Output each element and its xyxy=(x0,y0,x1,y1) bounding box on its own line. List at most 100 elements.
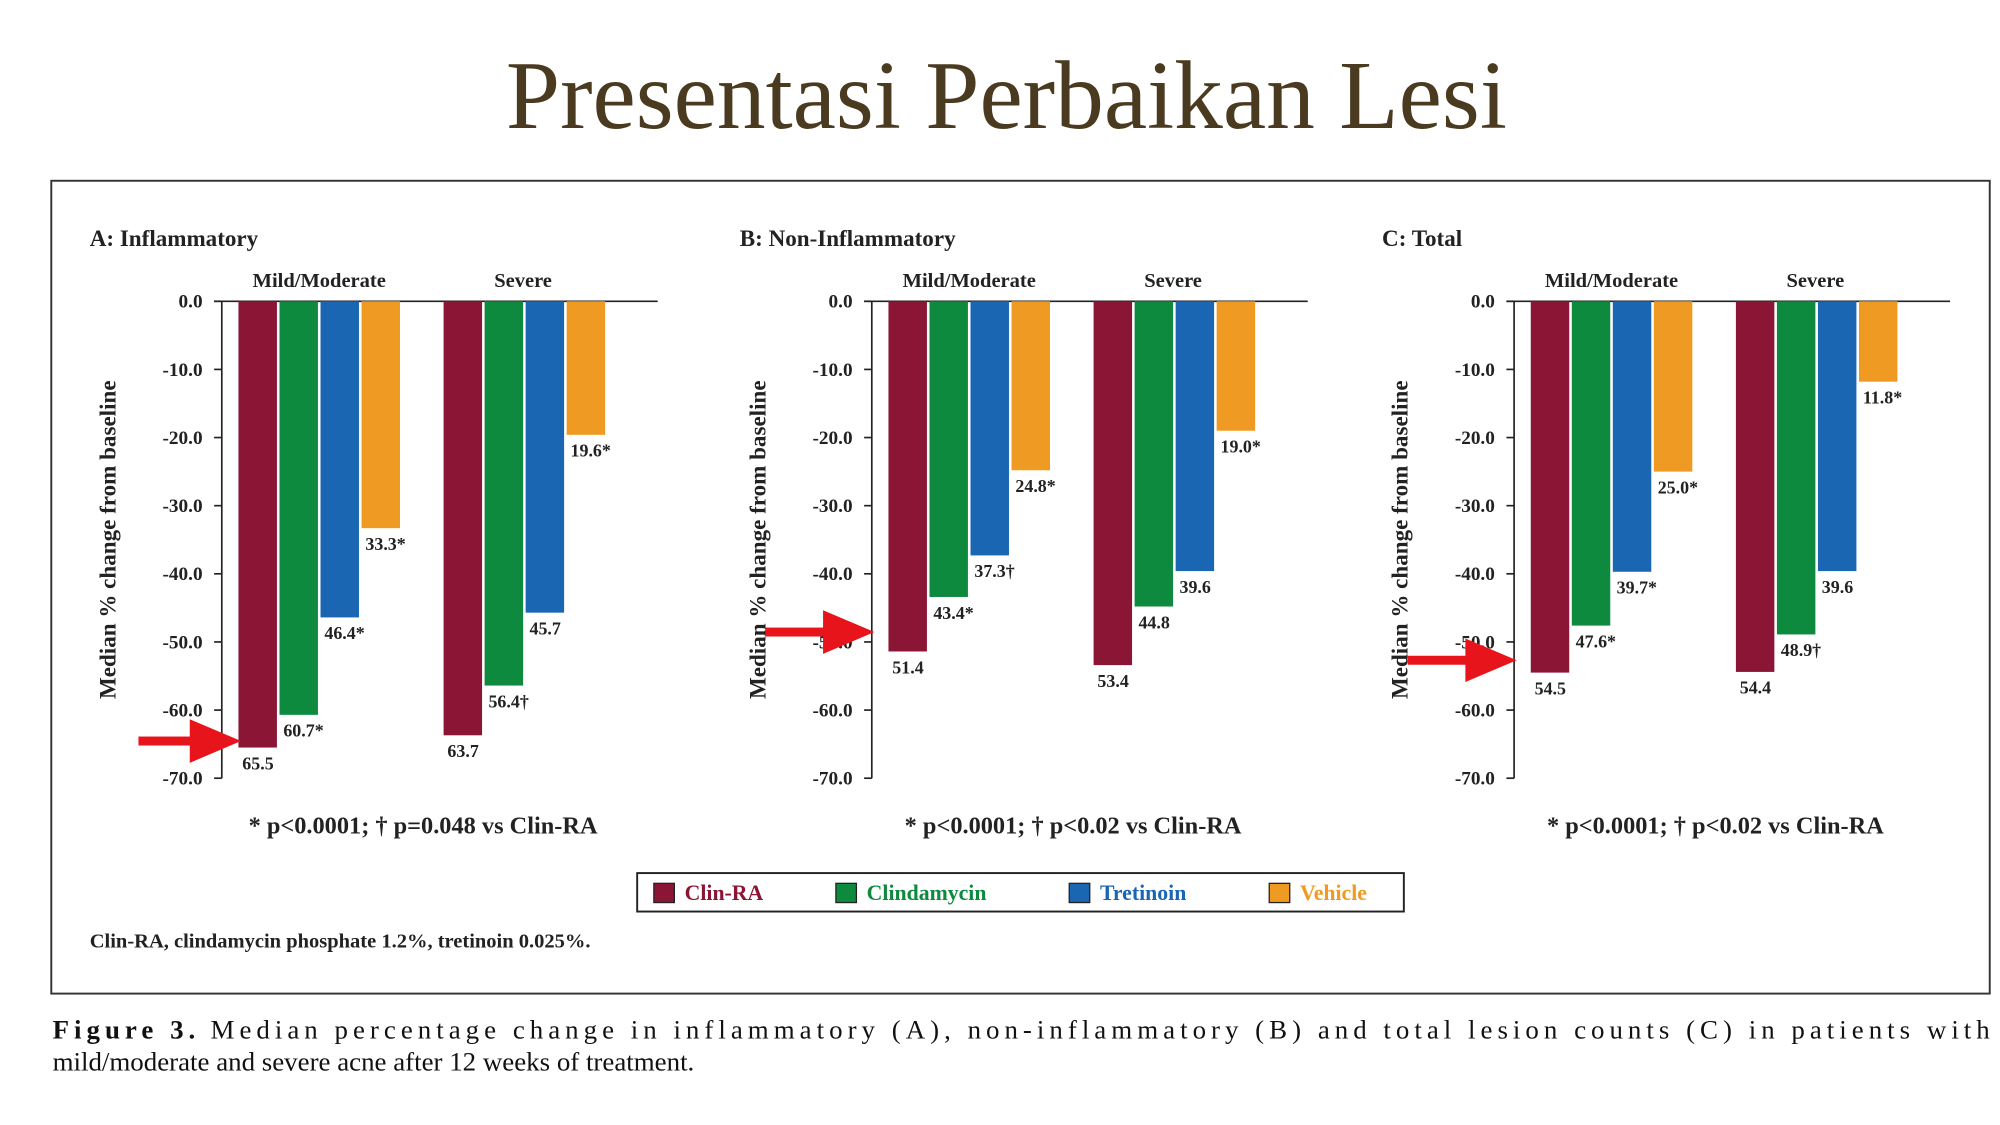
bar-clin-ra-severe xyxy=(443,301,483,736)
category-label: Mild/Moderate xyxy=(903,270,1036,292)
y-tick-label: 0.0 xyxy=(829,292,853,313)
panel-title: C: Total xyxy=(1382,225,1463,251)
bar-clin-ra-severe xyxy=(1093,301,1133,666)
y-tick-label: -70.0 xyxy=(813,769,853,790)
bar-value-label: 47.6* xyxy=(1576,631,1616,651)
bar-clindamycin-mild-moderate xyxy=(929,301,968,597)
legend-item-tretinoin: Tretinoin xyxy=(1068,881,1186,905)
red-arrow-icon xyxy=(138,719,242,763)
abbreviation-note: Clin-RA, clindamycin phosphate 1.2%, tre… xyxy=(90,930,591,952)
y-tick-label: -60.0 xyxy=(813,700,853,721)
significance-footnote: * p<0.0001; † p<0.02 vs Clin-RA xyxy=(1547,812,1884,839)
legend: Clin-RA Clindamycin Tretinoin Vehicle xyxy=(636,872,1405,913)
bar-value-label: 19.6* xyxy=(571,441,611,461)
bar-clindamycin-severe xyxy=(1776,301,1816,635)
bar-value-label: 54.5 xyxy=(1535,678,1566,698)
legend-swatch xyxy=(1268,882,1291,904)
legend-label: Tretinoin xyxy=(1100,881,1186,905)
bar-tretinoin-severe xyxy=(525,301,565,613)
bar-value-label: 44.8 xyxy=(1138,612,1169,632)
y-tick-label: -40.0 xyxy=(163,564,203,585)
bar-vehicle-severe xyxy=(1216,301,1256,431)
y-tick-label: -30.0 xyxy=(1455,496,1495,517)
y-tick-label: -10.0 xyxy=(1455,360,1495,381)
bar-value-label: 43.4* xyxy=(933,603,973,623)
legend-swatch xyxy=(653,882,676,904)
bar-value-label: 56.4† xyxy=(488,691,528,711)
category-label: Severe xyxy=(1787,270,1845,292)
bar-value-label: 24.8* xyxy=(1015,476,1055,496)
bar-value-label: 25.0* xyxy=(1658,477,1698,497)
bar-vehicle-mild-moderate xyxy=(1653,301,1693,472)
chart-panels: A: Inflammatory Mild/Moderate Severe 0.0 -10… xyxy=(90,225,1951,839)
bar-clin-ra-severe xyxy=(1735,301,1775,672)
bar-clin-ra-mild-moderate xyxy=(238,301,277,748)
caption-label: Figure 3. xyxy=(53,1014,196,1044)
figure-caption-line1: Figure 3. Median percentage change in inf… xyxy=(53,1014,1991,1044)
bar-value-label: 51.4 xyxy=(892,657,923,677)
y-tick-label: -20.0 xyxy=(1455,428,1495,449)
bar-value-label: 39.6 xyxy=(1822,577,1853,597)
bar-value-label: 53.4 xyxy=(1097,671,1128,691)
bar-clindamycin-severe xyxy=(1134,301,1174,607)
y-tick-label: -30.0 xyxy=(813,496,853,517)
bar-clin-ra-mild-moderate xyxy=(888,301,927,652)
legend-swatch xyxy=(1068,882,1091,904)
bar-value-label: 63.7 xyxy=(447,741,478,761)
bar-value-label: 39.6 xyxy=(1179,577,1210,597)
legend-label: Clin-RA xyxy=(685,881,764,905)
bar-value-label: 11.8* xyxy=(1863,387,1902,407)
bar-clindamycin-mild-moderate xyxy=(279,301,318,715)
bar-tretinoin-mild-moderate xyxy=(320,301,359,618)
panel-title: B: Non-Inflammatory xyxy=(740,225,956,251)
bar-vehicle-mild-moderate xyxy=(1011,301,1050,471)
bar-value-label: 45.7 xyxy=(529,618,560,638)
category-label: Severe xyxy=(1144,270,1202,292)
y-tick-label: -40.0 xyxy=(1455,564,1495,585)
legend-item-clin-ra: Clin-RA xyxy=(653,881,764,905)
figure-caption-line2: mild/moderate and severe acne after 12 w… xyxy=(53,1047,695,1077)
y-tick-label: -20.0 xyxy=(163,428,203,449)
bar-value-label: 39.7* xyxy=(1617,578,1657,598)
y-axis-label: Median % change from baseline xyxy=(744,380,770,699)
legend-swatch xyxy=(835,882,858,904)
y-tick-label: -60.0 xyxy=(1455,700,1495,721)
bar-tretinoin-severe xyxy=(1175,301,1215,572)
significance-footnote: * p<0.0001; † p<0.02 vs Clin-RA xyxy=(905,812,1242,839)
bar-tretinoin-severe xyxy=(1817,301,1857,572)
bar-vehicle-severe xyxy=(566,301,606,435)
y-axis-label: Median % change from baseline xyxy=(1387,380,1413,699)
legend-item-vehicle: Vehicle xyxy=(1268,881,1367,905)
category-label: Severe xyxy=(494,270,552,292)
y-tick-label: 0.0 xyxy=(179,292,203,313)
chart-panel-a: A: Inflammatory Mild/Moderate Severe 0.0 -10… xyxy=(90,225,658,839)
category-label: Mild/Moderate xyxy=(253,270,386,292)
bar-value-label: 46.4* xyxy=(324,623,364,643)
bar-tretinoin-mild-moderate xyxy=(1612,301,1652,572)
legend-item-clindamycin: Clindamycin xyxy=(835,881,986,905)
bar-vehicle-mild-moderate xyxy=(361,301,400,529)
bar-value-label: 33.3* xyxy=(365,534,405,554)
slide-title: Presentasi Perbaikan Lesi xyxy=(506,42,1507,150)
y-tick-label: -50.0 xyxy=(163,632,203,653)
y-tick-label: -30.0 xyxy=(163,496,203,517)
significance-footnote: * p<0.0001; † p=0.048 vs Clin-RA xyxy=(249,812,598,839)
bar-vehicle-severe xyxy=(1858,301,1898,382)
bar-value-label: 19.0* xyxy=(1221,437,1261,457)
y-tick-label: -10.0 xyxy=(163,360,203,381)
y-axis-label: Median % change from baseline xyxy=(94,380,120,699)
panel-title: A: Inflammatory xyxy=(90,225,259,251)
figure-frame xyxy=(50,179,1991,995)
bar-value-label: 48.9† xyxy=(1781,640,1821,660)
red-arrow-icon xyxy=(1407,638,1517,683)
bar-clindamycin-mild-moderate xyxy=(1571,301,1611,626)
chart-panel-c: C: Total Mild/Moderate Severe 0.0 -10.0 -20.0… xyxy=(1382,225,1951,839)
bar-value-label: 37.3† xyxy=(974,561,1014,581)
y-tick-label: 0.0 xyxy=(1471,292,1495,313)
bar-value-label: 65.5 xyxy=(242,753,273,773)
y-tick-label: -20.0 xyxy=(813,428,853,449)
bar-clindamycin-severe xyxy=(484,301,524,686)
y-tick-label: -60.0 xyxy=(163,700,203,721)
y-tick-label: -70.0 xyxy=(1455,769,1495,790)
bar-value-label: 60.7* xyxy=(283,721,323,741)
